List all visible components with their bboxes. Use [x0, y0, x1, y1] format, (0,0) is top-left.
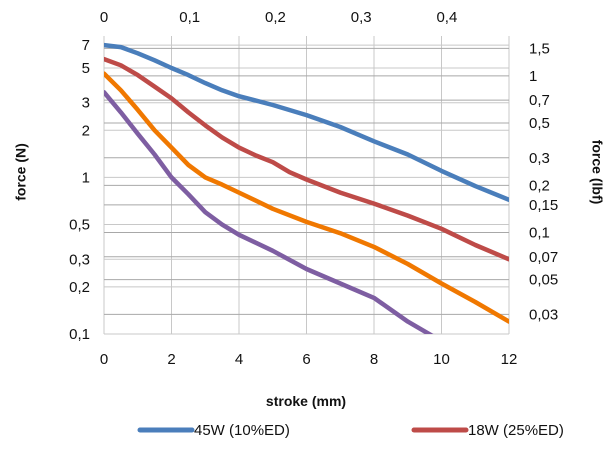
- y2-tick-label: 0,05: [529, 272, 558, 289]
- series-line-1: [104, 42, 509, 203]
- x-tick-label: 2: [167, 351, 175, 368]
- x2-tick-label: 0,1: [179, 9, 200, 26]
- y-tick-label: 2: [82, 122, 90, 139]
- series-line-2: [104, 56, 509, 262]
- series-layer: [104, 42, 509, 334]
- x2-tick-label: 0,2: [265, 9, 286, 26]
- legend: 45W (10%ED) 18W (25%ED): [137, 422, 564, 439]
- x-tick-label: 4: [235, 351, 243, 368]
- legend-label-2: 18W (25%ED): [468, 422, 564, 439]
- y2-axis-title: force (lbf): [589, 140, 605, 205]
- y-tick-label: 1: [82, 169, 90, 186]
- y2-tick-label: 0,5: [529, 115, 550, 132]
- grid: [103, 36, 510, 335]
- x-tick-label: 10: [433, 351, 450, 368]
- series-line-3: [104, 71, 509, 324]
- x-axis-title: stroke (mm): [266, 393, 346, 409]
- x2-tick-label: 0,4: [436, 9, 457, 26]
- y-tick-label: 7: [82, 37, 90, 54]
- y-tick-label: 0,1: [69, 326, 90, 343]
- x-tick-label: 12: [501, 351, 518, 368]
- y2-tick-label: 0,1: [529, 225, 550, 242]
- x2-tick-label: 0,3: [351, 9, 372, 26]
- series-line-4: [104, 89, 434, 334]
- y-tick-label: 0,2: [69, 279, 90, 296]
- x-tick-label: 8: [370, 351, 378, 368]
- y2-tick-label: 0,15: [529, 197, 558, 214]
- x-tick-label: 0: [100, 351, 108, 368]
- y-tick-label: 3: [82, 95, 90, 112]
- y2-tick-label: 0,03: [529, 306, 558, 323]
- y2-tick-label: 0,3: [529, 150, 550, 167]
- legend-label-1: 45W (10%ED): [194, 422, 290, 439]
- x-tick-label: 6: [302, 351, 310, 368]
- y2-tick-label: 0,7: [529, 92, 550, 109]
- y2-tick-label: 1: [529, 68, 537, 85]
- y-tick-label: 0,3: [69, 251, 90, 268]
- y-tick-label: 5: [82, 60, 90, 77]
- y-tick-label: 0,5: [69, 217, 90, 234]
- y2-tick-label: 1,5: [529, 40, 550, 57]
- x2-tick-label: 0: [100, 9, 108, 26]
- tick-labels: 0 2 4 6 8 10 120,10,20,30,5123570,030,050,070,…: [69, 9, 558, 368]
- y-axis-title: force (N): [13, 143, 29, 201]
- y2-tick-label: 0,07: [529, 249, 558, 266]
- y2-tick-label: 0,2: [529, 177, 550, 194]
